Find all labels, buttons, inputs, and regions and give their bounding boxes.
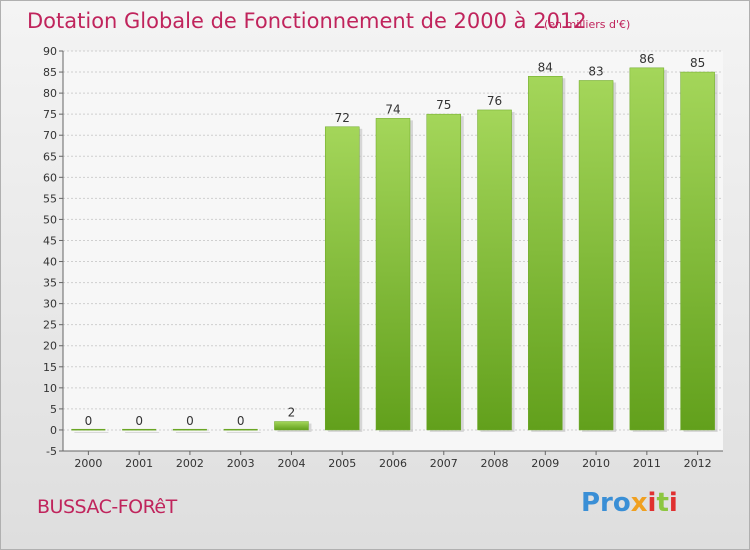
x-tick-label: 2005 (328, 457, 356, 470)
x-tick-label: 2007 (430, 457, 458, 470)
data-label: 2 (288, 406, 296, 420)
y-tick-label: 30 (43, 298, 57, 311)
bar (578, 80, 614, 431)
y-tick-label: 70 (43, 129, 57, 142)
x-tick-label: 2010 (582, 457, 610, 470)
data-label: 0 (85, 414, 93, 428)
x-tick-label: 2003 (227, 457, 255, 470)
commune-name: BUSSAC-FORêT (37, 496, 177, 518)
bar (426, 113, 462, 431)
bar-shadow (74, 431, 109, 433)
bar (629, 67, 665, 431)
y-tick-label: -5 (46, 445, 57, 458)
y-tick-label: 55 (43, 192, 57, 205)
bar-shadow (125, 431, 160, 433)
bar (324, 126, 360, 431)
data-label: 0 (135, 414, 143, 428)
data-label: 85 (690, 56, 705, 70)
y-tick-label: 85 (43, 66, 57, 79)
bar (528, 76, 563, 431)
data-label: 76 (487, 94, 502, 108)
bar (122, 428, 157, 431)
data-label: 86 (639, 52, 654, 66)
data-label: 72 (335, 111, 350, 125)
y-tick-label: 50 (43, 213, 57, 226)
y-tick-label: 5 (50, 403, 57, 416)
x-tick-label: 2006 (379, 457, 407, 470)
y-tick-label: 80 (43, 87, 57, 100)
bar-shadow (226, 431, 261, 433)
bar (223, 428, 258, 431)
bar (274, 421, 309, 431)
y-tick-label: 20 (43, 340, 57, 353)
y-tick-label: 15 (43, 361, 57, 374)
bar (680, 71, 715, 431)
y-tick-label: 60 (43, 171, 57, 184)
bar (172, 428, 207, 431)
x-tick-label: 2009 (531, 457, 559, 470)
bar (375, 118, 411, 431)
y-tick-label: 40 (43, 256, 57, 269)
x-tick-label: 2001 (125, 457, 153, 470)
y-tick-label: 0 (50, 424, 57, 437)
data-label: 84 (538, 60, 553, 74)
bar-shadow (175, 431, 210, 433)
y-tick-label: 10 (43, 382, 57, 395)
chart-title: Dotation Globale de Fonctionnement de 20… (27, 9, 587, 33)
y-tick-label: 65 (43, 150, 57, 163)
x-tick-label: 2004 (277, 457, 305, 470)
chart-bars: 0 0 0 0 2 72 74 75 76 84 83 86 85 (71, 52, 718, 433)
y-tick-label: 75 (43, 108, 57, 121)
data-label: 0 (237, 414, 245, 428)
x-tick-label: 2011 (633, 457, 661, 470)
x-tick-label: 2000 (74, 457, 102, 470)
y-tick-label: 90 (43, 45, 57, 58)
bar (71, 428, 106, 431)
data-label: 75 (436, 98, 451, 112)
bar (477, 109, 512, 431)
x-tick-label: 2002 (176, 457, 204, 470)
y-tick-label: 35 (43, 277, 57, 290)
proxiti-logo: Proxiti (581, 488, 678, 518)
data-label: 0 (186, 414, 194, 428)
x-tick-label: 2012 (684, 457, 712, 470)
y-tick-label: 45 (43, 234, 57, 247)
data-label: 74 (385, 102, 400, 116)
y-tick-label: 25 (43, 319, 57, 332)
data-label: 83 (588, 64, 603, 78)
x-tick-label: 2008 (481, 457, 509, 470)
chart-subtitle: (en milliers d'€) (544, 18, 631, 31)
